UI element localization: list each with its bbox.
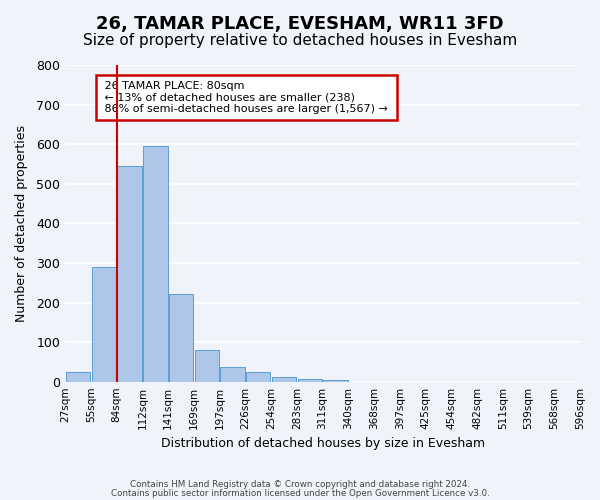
Bar (118, 166, 142, 382)
Bar (169, 294, 193, 382)
Bar (323, 380, 347, 382)
Bar (92, 267, 116, 382)
Bar (272, 377, 296, 382)
Text: Contains HM Land Registry data © Crown copyright and database right 2024.: Contains HM Land Registry data © Crown c… (130, 480, 470, 489)
Bar (66, 372, 90, 382)
Text: 26, TAMAR PLACE, EVESHAM, WR11 3FD: 26, TAMAR PLACE, EVESHAM, WR11 3FD (96, 15, 504, 33)
Text: 26 TAMAR PLACE: 80sqm
 ← 13% of detached houses are smaller (238)
 86% of semi-d: 26 TAMAR PLACE: 80sqm ← 13% of detached … (101, 81, 392, 114)
Bar (246, 372, 271, 382)
Text: Size of property relative to detached houses in Evesham: Size of property relative to detached ho… (83, 32, 517, 48)
Bar (143, 146, 167, 382)
X-axis label: Distribution of detached houses by size in Evesham: Distribution of detached houses by size … (161, 437, 485, 450)
Bar (220, 367, 245, 382)
Y-axis label: Number of detached properties: Number of detached properties (15, 125, 28, 322)
Text: Contains public sector information licensed under the Open Government Licence v3: Contains public sector information licen… (110, 488, 490, 498)
Bar (298, 378, 322, 382)
Bar (194, 350, 219, 382)
